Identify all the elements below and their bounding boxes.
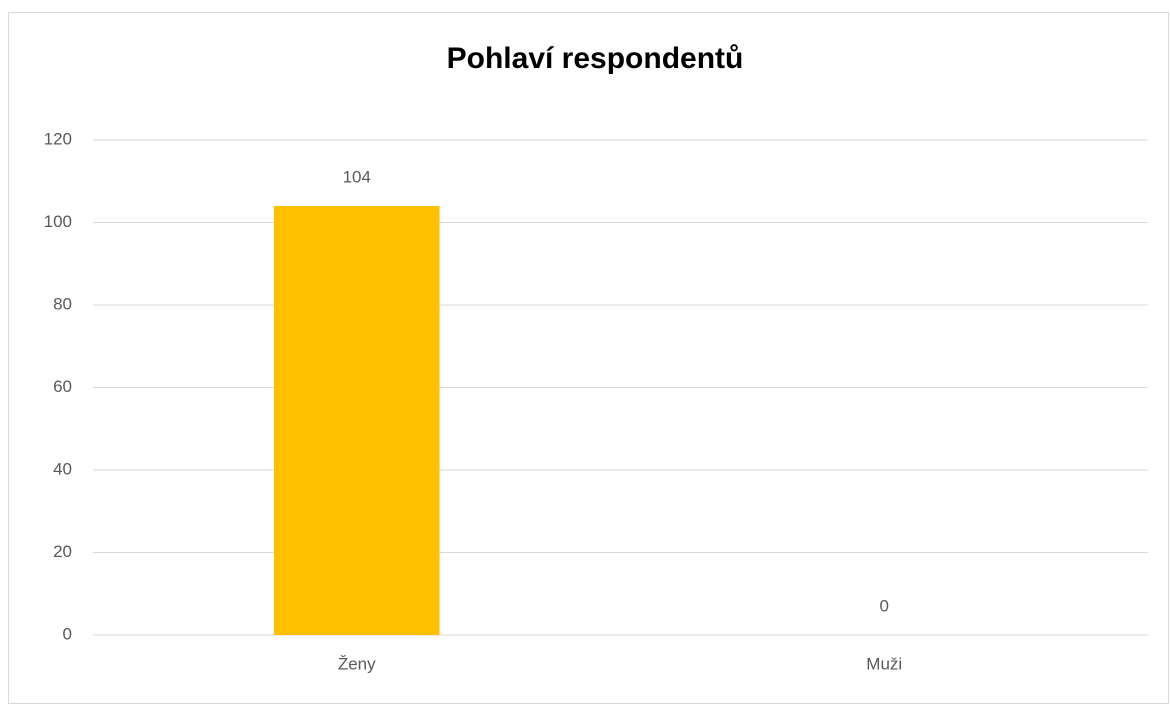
data-label: 104 [343,167,371,186]
x-tick-label: Ženy [338,654,376,673]
y-tick-label: 80 [53,294,72,313]
chart-border [8,12,1169,704]
data-label: 0 [880,596,889,615]
y-tick-label: 40 [53,459,72,478]
x-tick-label: Muži [866,654,902,673]
chart-title: Pohlaví respondentů [447,42,744,75]
y-tick-label: 60 [53,377,72,396]
y-tick-label: 20 [53,542,72,561]
y-tick-label: 0 [63,624,72,643]
y-tick-label: 120 [44,129,72,148]
bar [273,206,440,635]
y-tick-label: 100 [44,212,72,231]
